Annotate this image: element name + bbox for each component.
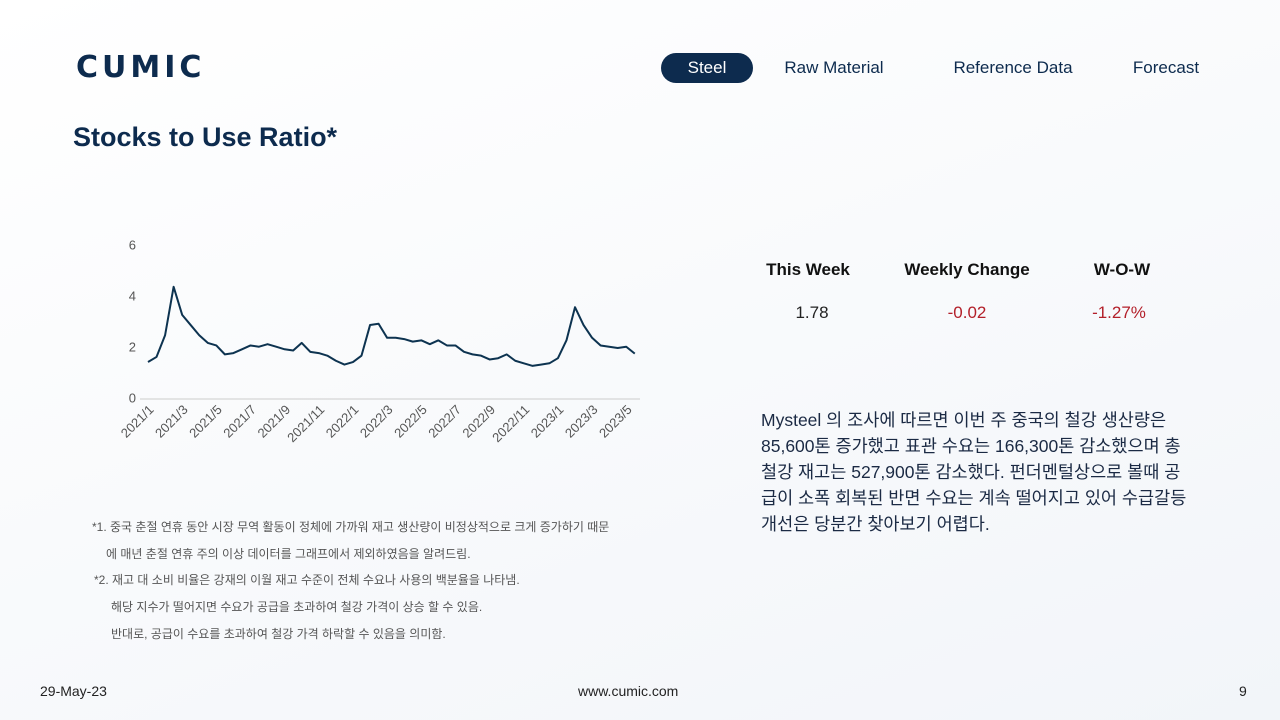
table-value: -1.27% [1092,303,1146,322]
x-tick-label: 2021/11 [284,402,327,445]
nav-item[interactable]: Forecast [1132,58,1200,77]
line-series [147,285,636,367]
x-tick-label: 2022/5 [391,402,430,441]
x-tick-label: 2021/5 [186,402,225,441]
y-tick-label: 0 [129,390,136,405]
x-tick-label: 2022/1 [323,402,362,441]
table-value: 1.78 [795,303,829,322]
x-tick-label: 2022/11 [489,402,532,445]
x-tick-label: 2023/1 [528,402,567,441]
x-tick-label: 2023/3 [562,402,601,441]
footer-url: www.cumic.com [578,683,679,699]
note: *1. 중국 춘절 연휴 동안 시장 무역 활동이 정체에 가까워 재고 생산량… [92,520,610,534]
nav-item[interactable]: Raw Material [784,58,884,77]
y-tick-label: 6 [129,237,136,252]
x-tick-label: 2022/3 [357,402,396,441]
logo: CUMIC [76,50,206,85]
table-value: -0.02 [947,303,987,322]
note: 해당 지수가 떨어지면 수요가 공급을 초과하여 철강 가격이 상승 할 수 있… [111,600,483,614]
x-tick-label: 2021/7 [220,402,259,441]
page-title: Stocks to Use Ratio* [73,122,338,152]
footer-date: 29-May-23 [40,683,107,699]
page-number: 9 [1239,683,1247,699]
x-tick-label: 2022/7 [425,402,464,441]
note: 에 매년 춘절 연휴 주의 이상 데이터를 그래프에서 제외하였음을 알려드림. [106,547,471,561]
x-tick-label: 2021/1 [118,402,157,441]
table-header: This Week [766,260,850,279]
y-tick-label: 4 [129,288,136,303]
chart: 02462021/12021/32021/52021/72021/92021/1… [118,237,640,445]
y-tick-label: 2 [129,339,136,354]
note: 반대로, 공급이 수요를 초과하여 철강 가격 하락할 수 있음을 의미함. [111,627,446,641]
note: *2. 재고 대 소비 비율은 강재의 이월 재고 수준이 전체 수요나 사용의… [94,573,520,587]
table-header: Weekly Change [904,260,1030,279]
commentary: Mysteel 의 조사에 따르면 이번 주 중국의 철강 생산량은 85,60… [761,410,1187,534]
nav-item[interactable]: Steel [661,53,753,83]
x-tick-label: 2023/5 [596,402,635,441]
table-header: W-O-W [1093,260,1151,279]
x-tick-label: 2021/3 [152,402,191,441]
nav-item[interactable]: Reference Data [953,58,1073,77]
